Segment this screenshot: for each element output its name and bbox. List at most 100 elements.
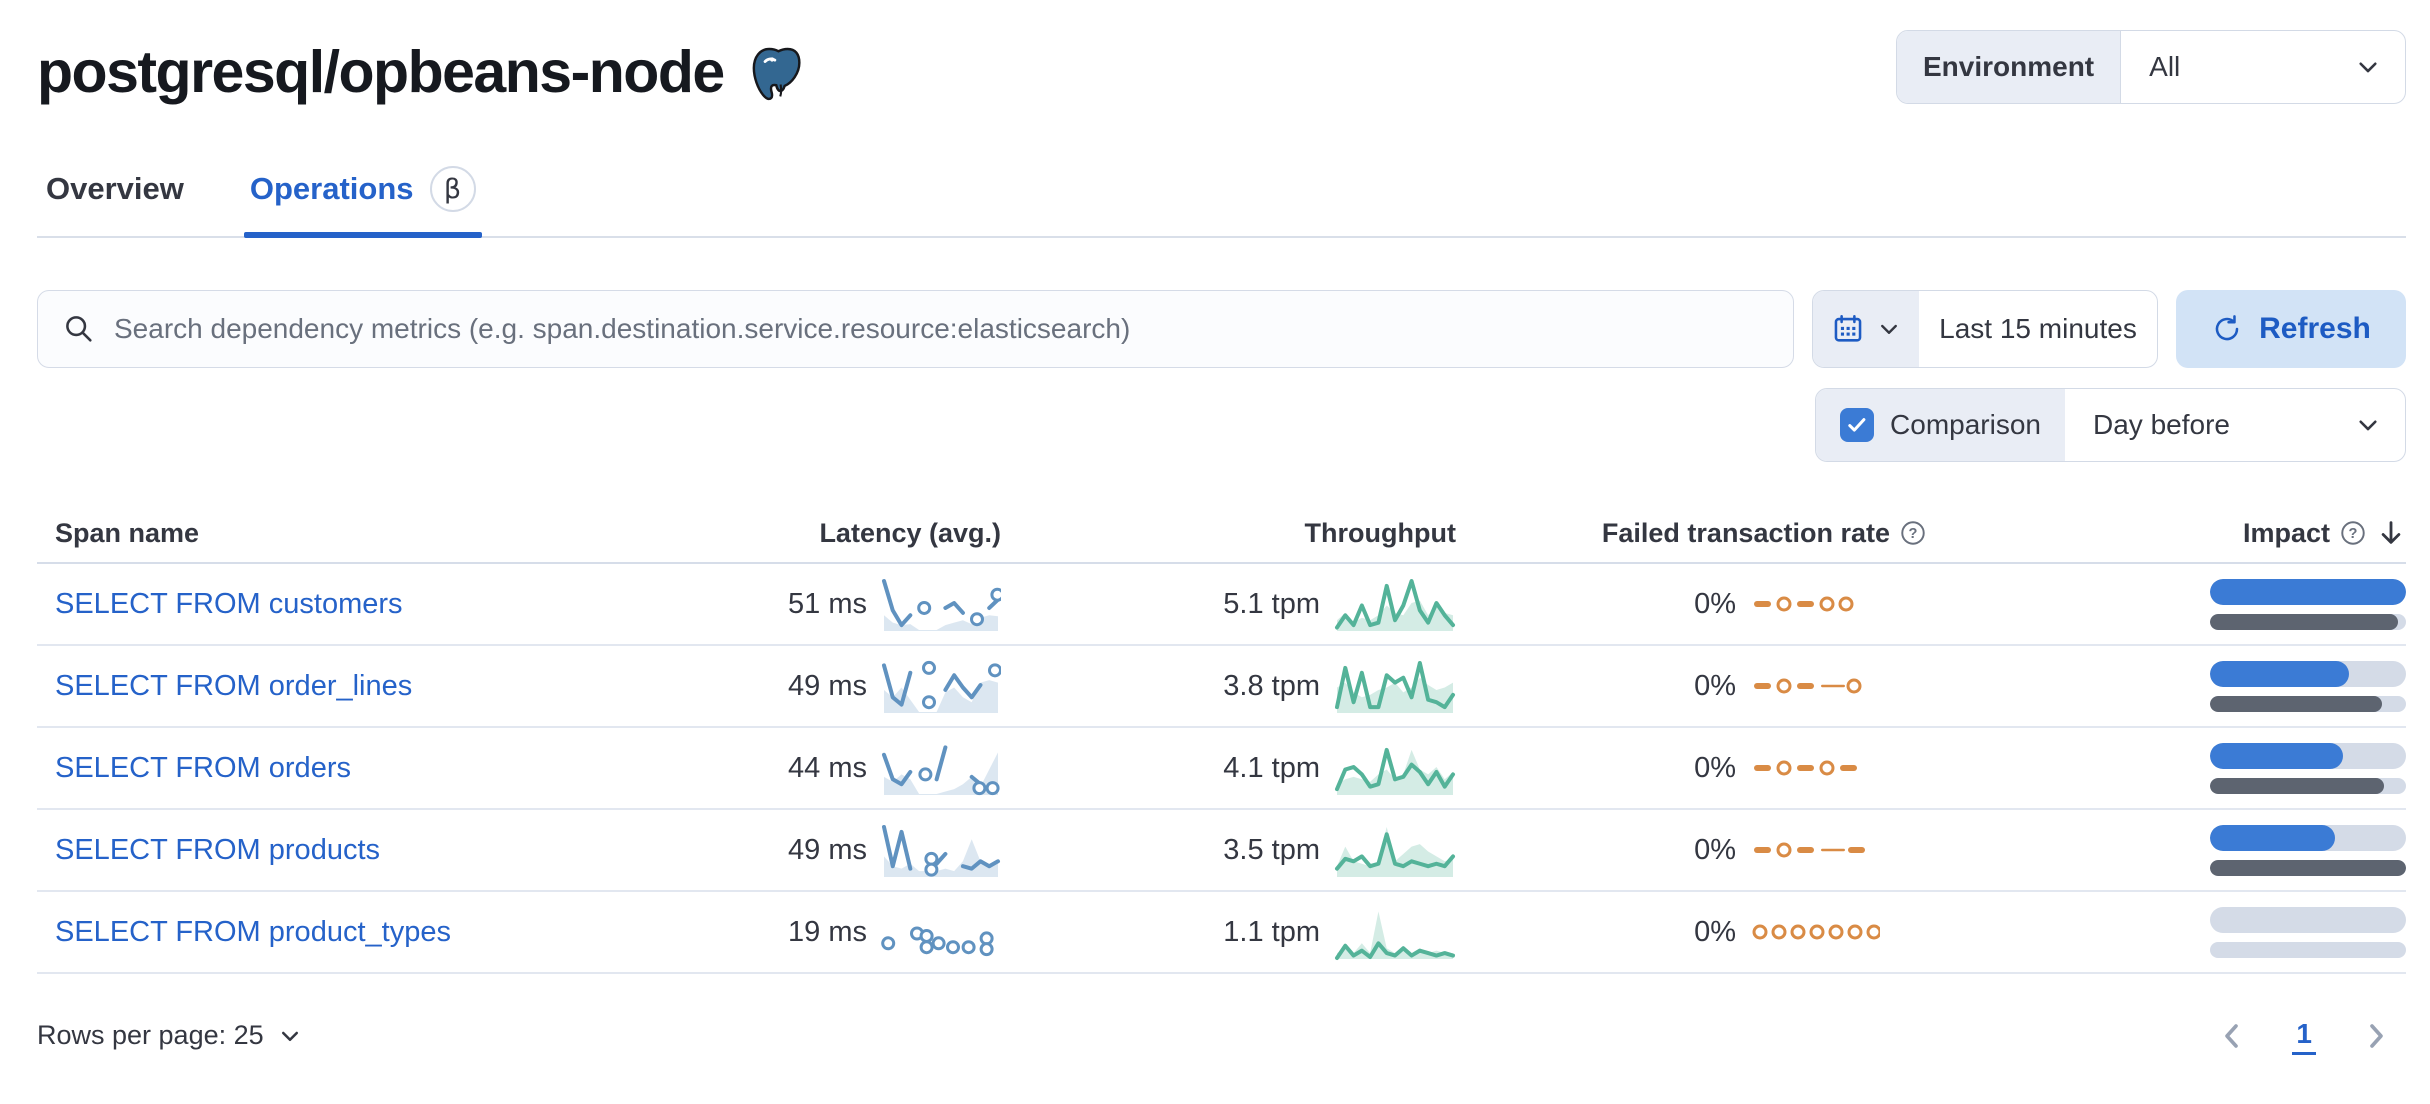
impact-bar-previous (2210, 695, 2406, 712)
table-row: SELECT FROM orders 44 ms 4.1 tpm 0% (37, 728, 2406, 810)
metric-value: 5.1 tpm (1223, 587, 1320, 620)
calendar-icon (1834, 314, 1862, 342)
page-header: postgresql/opbeans-node Environment All (37, 30, 2406, 106)
postgresql-elephant-icon (752, 47, 801, 101)
impact-bars (2210, 742, 2406, 794)
rows-per-page-label: Rows per page: 25 (37, 1020, 264, 1050)
span-name-link[interactable]: SELECT FROM products (55, 833, 381, 866)
sparkline-chart (1750, 917, 1880, 947)
span-name-link[interactable]: SELECT FROM customers (55, 587, 403, 620)
check-icon (1848, 418, 1866, 432)
metric-value: 0% (1694, 915, 1736, 948)
refresh-label: Refresh (2259, 312, 2371, 345)
sparkline-chart (881, 821, 1001, 879)
impact-bars (2210, 824, 2406, 876)
table-row: SELECT FROM order_lines 49 ms 3.8 tpm 0% (37, 646, 2406, 728)
refresh-button[interactable]: Refresh (2176, 290, 2406, 368)
sparkline-chart (1750, 835, 1880, 865)
span-name-link[interactable]: SELECT FROM orders (55, 751, 351, 784)
environment-value[interactable]: All (2121, 31, 2405, 103)
comparison-toggle: Comparison (1816, 389, 2065, 461)
comparison-select[interactable]: Day before (2065, 389, 2405, 461)
next-page-button[interactable] (2360, 1020, 2392, 1052)
col-impact-label: Impact (2242, 517, 2330, 548)
sparkline-chart (1750, 589, 1880, 619)
impact-bar-current (2210, 906, 2406, 933)
sort-desc-icon (2381, 521, 2401, 544)
col-impact[interactable]: Impact ? (1926, 518, 2406, 549)
impact-bar-previous (2210, 777, 2406, 794)
sparkline-chart (1750, 671, 1880, 701)
col-failed-rate-label: Failed transaction rate (1601, 517, 1890, 548)
previous-page-button[interactable] (2216, 1020, 2248, 1052)
impact-bar-previous (2210, 859, 2406, 876)
comparison-value: Day before (2093, 409, 2230, 440)
col-failed-rate[interactable]: Failed transaction rate ? (1456, 518, 1926, 549)
tab-operations[interactable]: Operations β (243, 152, 482, 238)
chevron-down-icon (1881, 324, 1897, 334)
operations-table: Span name Latency (avg.) Throughput Fail… (37, 504, 2406, 974)
beta-badge: β (429, 166, 476, 212)
metric-value: 1.1 tpm (1223, 915, 1320, 948)
chevron-down-icon (281, 1031, 298, 1041)
environment-select[interactable]: Environment All (1896, 30, 2406, 104)
table-row: SELECT FROM products 49 ms 3.5 tpm 0% (37, 810, 2406, 892)
col-latency[interactable]: Latency (avg.) (701, 518, 1001, 549)
chevron-down-icon (2359, 420, 2377, 431)
tab-operations-label: Operations (249, 171, 414, 206)
col-throughput[interactable]: Throughput (1001, 518, 1456, 549)
col-throughput-label: Throughput (1304, 517, 1456, 548)
sparkline-chart (1334, 903, 1456, 961)
impact-bars (2210, 906, 2406, 958)
metric-value: 3.8 tpm (1223, 669, 1320, 702)
metric-value: 49 ms (788, 833, 867, 866)
metric-value: 49 ms (788, 669, 867, 702)
impact-bar-previous (2210, 613, 2406, 630)
chevron-left-icon (2225, 1023, 2239, 1048)
question-icon[interactable]: ? (2340, 520, 2366, 546)
metric-value: 0% (1694, 669, 1736, 702)
page-number[interactable]: 1 (2292, 1016, 2316, 1055)
col-span-name-label: Span name (55, 517, 200, 548)
impact-bar-previous (2210, 941, 2406, 958)
time-range-value[interactable]: Last 15 minutes (1939, 313, 2137, 344)
rows-per-page-button[interactable]: Rows per page: 25 (37, 1020, 302, 1051)
impact-bar-current (2210, 742, 2406, 769)
svg-text:?: ? (1909, 526, 1918, 542)
sparkline-chart (881, 657, 1001, 715)
comparison-control: Comparison Day before (1815, 388, 2406, 462)
metric-value: 0% (1694, 833, 1736, 866)
pagination: 1 (2216, 1016, 2406, 1055)
tab-overview[interactable]: Overview (40, 152, 190, 236)
metric-value: 0% (1694, 751, 1736, 784)
title-block: postgresql/opbeans-node (37, 30, 806, 106)
sparkline-chart (1334, 575, 1456, 633)
sparkline-chart (1334, 739, 1456, 797)
comparison-row: Comparison Day before (37, 388, 2406, 462)
page-title: postgresql/opbeans-node (37, 39, 725, 105)
impact-bar-current (2210, 824, 2406, 851)
table-header: Span name Latency (avg.) Throughput Fail… (37, 504, 2406, 564)
refresh-icon (2215, 315, 2239, 341)
impact-bars (2210, 660, 2406, 712)
question-icon[interactable]: ? (1900, 520, 1926, 546)
svg-text:?: ? (2349, 526, 2358, 542)
sparkline-chart (881, 575, 1001, 633)
sparkline-chart (881, 903, 1001, 961)
date-quick-select[interactable] (1813, 291, 1919, 367)
comparison-checkbox[interactable] (1840, 408, 1875, 442)
metric-value: 3.5 tpm (1223, 833, 1320, 866)
search-input[interactable] (114, 313, 1769, 345)
impact-bar-current (2210, 578, 2406, 605)
sparkline-chart (1334, 657, 1456, 715)
comparison-label: Comparison (1890, 409, 2041, 440)
impact-bars (2210, 578, 2406, 630)
span-name-link[interactable]: SELECT FROM product_types (55, 915, 451, 948)
date-range-picker: Last 15 minutes (1812, 290, 2158, 368)
span-name-link[interactable]: SELECT FROM order_lines (55, 669, 413, 702)
col-span-name: Span name (37, 518, 701, 549)
sparkline-chart (1750, 753, 1880, 783)
metric-value: 4.1 tpm (1223, 751, 1320, 784)
sparkline-chart (1334, 821, 1456, 879)
metric-value: 0% (1694, 587, 1736, 620)
